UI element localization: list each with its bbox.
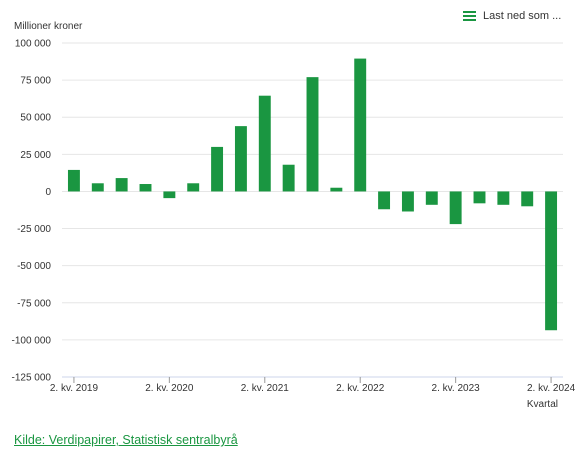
y-tick-label: -50 000 bbox=[17, 261, 51, 272]
y-tick-label: -75 000 bbox=[17, 298, 51, 309]
x-tick-label: 2. kv. 2020 bbox=[145, 383, 194, 394]
x-tick-label: 2. kv. 2022 bbox=[336, 383, 385, 394]
bar bbox=[449, 191, 462, 225]
hamburger-menu-icon bbox=[463, 10, 476, 22]
y-axis-ticks: 100 000 75 000 50 000 25 000 0 -25 000 -50 000… bbox=[12, 39, 52, 384]
bar bbox=[545, 191, 558, 331]
bar bbox=[91, 183, 104, 192]
bar bbox=[521, 191, 534, 207]
y-tick-label: 100 000 bbox=[15, 39, 52, 50]
y-tick-label: -125 000 bbox=[12, 373, 52, 384]
bar bbox=[401, 191, 414, 212]
y-tick-label: -100 000 bbox=[12, 335, 52, 346]
bar bbox=[282, 164, 295, 192]
bar bbox=[473, 191, 486, 204]
bar bbox=[330, 187, 343, 192]
download-menu-label: Last ned som ... bbox=[483, 10, 562, 22]
y-tick-label: -25 000 bbox=[17, 224, 51, 235]
bar bbox=[211, 146, 224, 192]
y-tick-label: 25 000 bbox=[20, 150, 51, 161]
x-axis-title: Kvartal bbox=[527, 399, 558, 410]
y-tick-label: 50 000 bbox=[20, 113, 51, 124]
y-axis-title: Millioner kroner bbox=[14, 21, 83, 32]
bar bbox=[378, 191, 391, 210]
bar bbox=[306, 77, 319, 192]
x-tick-label: 2. kv. 2023 bbox=[432, 383, 481, 394]
bar bbox=[67, 169, 80, 192]
source-link[interactable]: Kilde: Verdipapirer, Statistisk sentralb… bbox=[14, 433, 238, 447]
bar-chart: Millioner kroner 100 000 75 000 50 000 25 0… bbox=[12, 21, 576, 410]
bar bbox=[234, 126, 247, 192]
x-tick-label: 2. kv. 2019 bbox=[50, 383, 99, 394]
bar bbox=[497, 191, 510, 205]
bar bbox=[258, 95, 271, 192]
bar bbox=[163, 191, 176, 199]
x-axis-ticks: 2. kv. 2019 2. kv. 2020 2. kv. 2021 2. kv. … bbox=[50, 377, 576, 394]
bar bbox=[425, 191, 438, 205]
bar bbox=[187, 183, 200, 192]
bar bbox=[139, 184, 152, 192]
bars bbox=[67, 58, 558, 331]
download-menu-button[interactable]: Last ned som ... bbox=[463, 10, 561, 22]
y-tick-label: 0 bbox=[45, 187, 51, 198]
bar bbox=[115, 178, 128, 192]
x-tick-label: 2. kv. 2021 bbox=[241, 383, 290, 394]
x-tick-label: 2. kv. 2024 bbox=[527, 383, 576, 394]
bar bbox=[354, 58, 367, 192]
y-tick-label: 75 000 bbox=[20, 76, 51, 87]
